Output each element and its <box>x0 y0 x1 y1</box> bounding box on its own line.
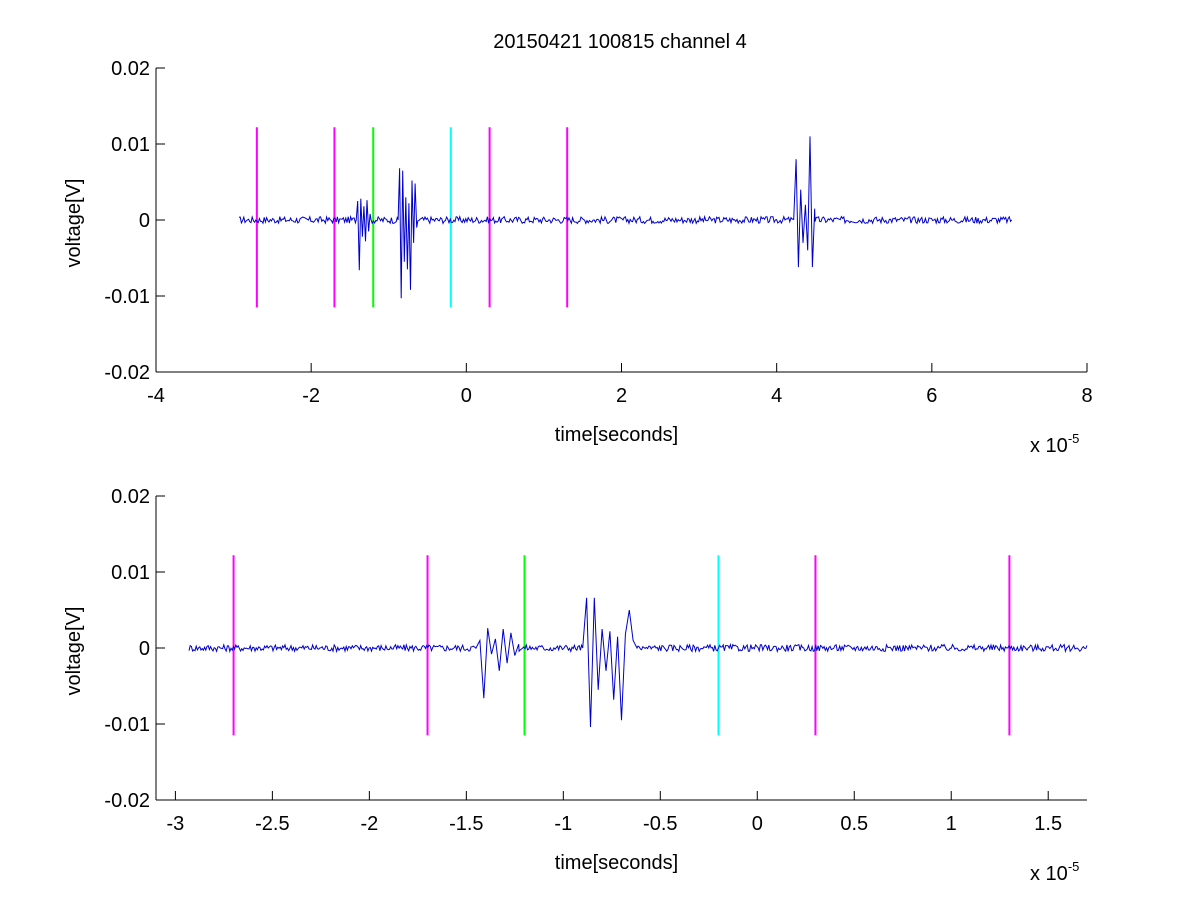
x-tick-label-bottom: -2 <box>360 813 378 835</box>
y-tick-label-bottom: -0.01 <box>104 714 150 736</box>
y-tick-label-top: 0.01 <box>111 134 150 156</box>
x-tick-label-top: -2 <box>302 385 320 407</box>
x-tick-label-top: 0 <box>461 385 472 407</box>
x-tick-label-bottom: 1.5 <box>1034 813 1062 835</box>
voltage-trace-bottom <box>188 597 1088 728</box>
x-axis-label-top: time[seconds] <box>555 424 678 446</box>
x-tick-label-top: -4 <box>147 385 165 407</box>
x-tick-label-bottom: 1 <box>946 813 957 835</box>
y-tick-label-bottom: 0.01 <box>111 562 150 584</box>
y-tick-label-top: -0.02 <box>104 362 150 384</box>
x-exponent-power-bottom: -5 <box>1068 859 1080 874</box>
x-tick-label-bottom: -1 <box>554 813 572 835</box>
y-tick-label-top: 0 <box>139 210 150 232</box>
marker-lines-top <box>255 127 569 308</box>
subplot-top: -0.02 -0.01 0 0.01 0.02 -4 -2 0 2 4 6 8 time[second… <box>63 58 1093 457</box>
y-axis-label-bottom: voltage[V] <box>63 607 85 696</box>
x-tick-label-bottom: 0 <box>752 813 763 835</box>
y-tick-label-top: -0.01 <box>104 286 150 308</box>
x-exponent-label-bottom: x 10-5 <box>1030 859 1079 885</box>
x-tick-label-top: 4 <box>771 385 782 407</box>
x-tick-label-top: 2 <box>616 385 627 407</box>
axes-top: -0.02 -0.01 0 0.01 0.02 -4 -2 0 2 4 6 8 <box>104 58 1092 407</box>
axes-bottom: -0.02 -0.01 0 0.01 0.02 -3 -2.5 -2 -1.5 -1 -0.5 0 0.… <box>104 486 1087 835</box>
x-axis-label-bottom: time[seconds] <box>555 852 678 874</box>
y-tick-label-bottom: 0.02 <box>111 486 150 508</box>
y-tick-label-bottom: -0.02 <box>104 790 150 812</box>
x-tick-label-bottom: -2.5 <box>255 813 289 835</box>
y-axis-label-top: voltage[V] <box>63 179 85 268</box>
x-tick-label-bottom: -3 <box>166 813 184 835</box>
voltage-trace-top <box>238 136 1013 299</box>
x-tick-label-top: 8 <box>1081 385 1092 407</box>
x-tick-label-bottom: -0.5 <box>643 813 677 835</box>
y-tick-label-bottom: 0 <box>139 638 150 660</box>
x-tick-label-bottom: 0.5 <box>840 813 868 835</box>
x-exponent-base-top: x 10 <box>1030 435 1068 457</box>
x-exponent-label-top: x 10-5 <box>1030 431 1079 457</box>
subplot-bottom: -0.02 -0.01 0 0.01 0.02 -3 -2.5 -2 -1.5 -1 -0.5 0 0.… <box>63 486 1088 885</box>
x-tick-label-top: 6 <box>926 385 937 407</box>
x-tick-label-bottom: -1.5 <box>449 813 483 835</box>
figure-title: 20150421 100815 channel 4 <box>493 31 747 53</box>
x-exponent-base-bottom: x 10 <box>1030 863 1068 885</box>
y-tick-label-top: 0.02 <box>111 58 150 80</box>
x-exponent-power-top: -5 <box>1068 431 1080 446</box>
